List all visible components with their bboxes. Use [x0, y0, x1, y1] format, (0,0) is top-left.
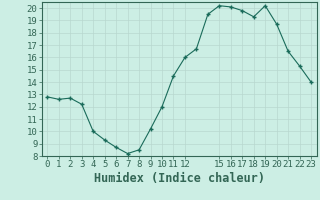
X-axis label: Humidex (Indice chaleur): Humidex (Indice chaleur) [94, 172, 265, 185]
